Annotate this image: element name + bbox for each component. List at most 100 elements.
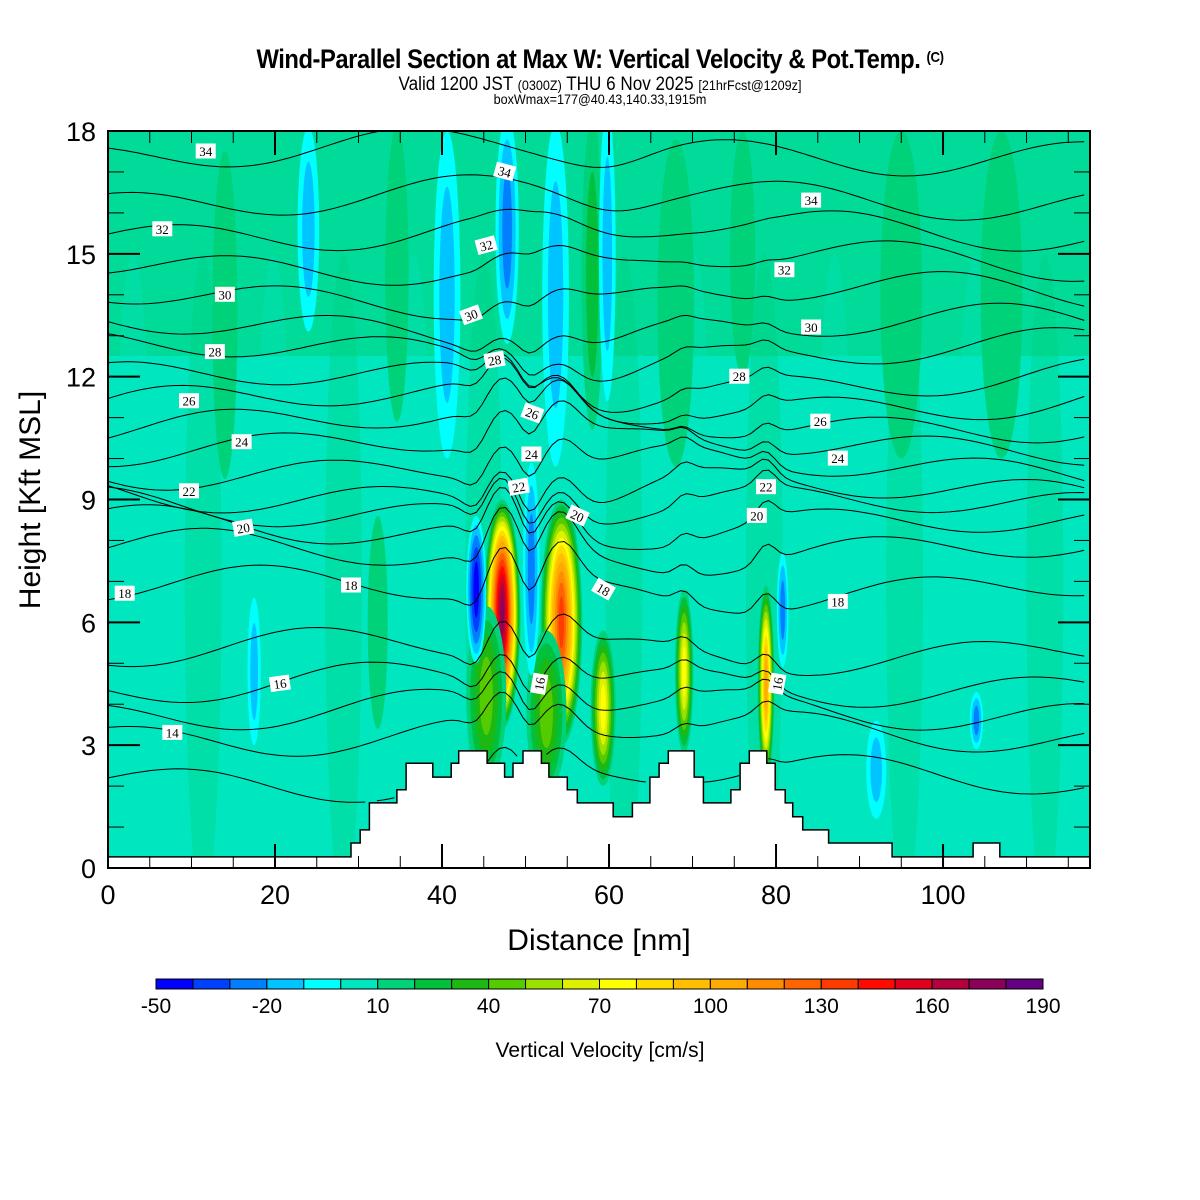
contour-label-text: 24 — [525, 447, 539, 462]
contour-label-box — [179, 483, 199, 499]
forecast-info: [21hrFcst@1209z] — [698, 77, 802, 93]
theta-contour-27 — [108, 353, 1085, 413]
velocity-band — [558, 595, 565, 649]
velocity-feature — [212, 151, 238, 480]
colorbar-bin — [1005, 978, 1044, 990]
y-axis-label: Height [Kft MSL] — [14, 391, 47, 609]
contour-label-text: 26 — [183, 394, 197, 409]
contour-label-box — [591, 577, 616, 601]
y-tick-label: 18 — [66, 117, 96, 147]
contour-label: 26 — [520, 402, 545, 424]
contour-labels: 34 34 34 32 32 32 30 30 30 28 28 28 26 26 26 24 24 24 22 22… — [114, 143, 848, 740]
y-tick-labels: 0 3 6 9 12 15 18 — [66, 117, 96, 884]
colorbar-bin — [414, 978, 453, 990]
colorbar-bin — [525, 978, 564, 990]
theta-contour-18 — [108, 540, 1085, 614]
contour-label: 18 — [114, 585, 135, 601]
theta-contour-14 — [108, 691, 1085, 757]
colorbar-tick-label: 130 — [804, 995, 839, 1018]
velocity-band — [730, 131, 756, 377]
y-tick-label: 6 — [81, 608, 96, 638]
velocity-band — [880, 131, 923, 459]
colorbar-bin — [155, 978, 194, 990]
x-tick-label: 40 — [427, 880, 457, 910]
potential-temperature-contours — [108, 131, 1085, 803]
contour-label-text: 18 — [831, 594, 844, 609]
contour-label-box — [801, 192, 822, 208]
contour-label: 28 — [483, 350, 506, 369]
velocity-band — [682, 645, 687, 697]
colorbar-tick-label: 40 — [477, 995, 500, 1018]
colorbar-bin — [377, 978, 416, 990]
theta-contour-26 — [108, 357, 1085, 425]
contour-label-box — [204, 344, 225, 360]
velocity-band — [439, 186, 455, 403]
contour-label-text: 30 — [463, 306, 480, 325]
contour-label: 26 — [810, 413, 831, 429]
colorbar-bin — [672, 978, 711, 990]
theta-contour-33 — [108, 174, 1085, 221]
contour-label: 34 — [493, 161, 517, 182]
contour-label-text: 22 — [183, 484, 196, 499]
theta-contour-15 — [108, 671, 1085, 731]
velocity-band — [600, 684, 606, 733]
colorbar-tick-label: 100 — [693, 995, 728, 1018]
velocity-band — [479, 656, 493, 736]
contour-label-box — [214, 286, 235, 302]
contour-label: 14 — [162, 724, 183, 740]
contour-label-box — [195, 143, 216, 159]
contour-label-box — [459, 304, 483, 326]
velocity-feature — [433, 131, 461, 459]
contour-label-box — [565, 504, 590, 527]
colorbar-bin — [783, 978, 822, 990]
terrain — [108, 750, 1090, 868]
contour-label-text: 18 — [118, 586, 131, 601]
contour-label-box — [810, 413, 831, 429]
contour-label-text: 30 — [805, 320, 818, 335]
velocity-band — [500, 593, 505, 636]
contour-label-text: 28 — [487, 352, 502, 369]
colorbar-tick-label: -50 — [141, 995, 171, 1018]
theta-contour-24 — [108, 400, 1085, 468]
velocity-band — [602, 156, 613, 352]
velocity-band — [980, 131, 1023, 459]
velocity-band — [367, 515, 388, 729]
velocity-band — [250, 622, 258, 721]
terrain-profile — [108, 750, 1090, 868]
contour-label: 22 — [507, 477, 530, 496]
velocity-band — [539, 676, 554, 749]
colorbar-bin — [820, 978, 859, 990]
x-tick-labels: 0 20 40 60 80 100 — [100, 880, 965, 910]
contour-label-text: 32 — [478, 237, 494, 255]
velocity-feature — [980, 131, 1023, 459]
contour-label-box — [474, 235, 498, 255]
theta-contour-32 — [108, 208, 1085, 252]
velocity-band — [973, 705, 980, 736]
contour-label-text: 20 — [568, 506, 586, 525]
contour-label: 22 — [756, 479, 776, 495]
velocity-feature — [385, 131, 409, 422]
velocity-band — [586, 171, 599, 377]
colorbar-bin — [229, 978, 268, 990]
contour-label: 28 — [204, 344, 225, 360]
theta-contour-20 — [108, 487, 1085, 551]
velocity-band — [657, 139, 695, 467]
theta-contour-23 — [108, 436, 1085, 491]
plot-frame — [107, 130, 1091, 869]
field-streak — [395, 253, 432, 868]
velocity-feature — [657, 139, 695, 467]
x-tick-label: 100 — [921, 880, 966, 910]
velocity-feature — [880, 131, 923, 459]
theta-contour-13 — [108, 746, 1085, 803]
contour-label: 16 — [268, 674, 291, 692]
contour-label-box — [341, 577, 361, 593]
theta-contour-35 — [838, 131, 859, 132]
y-tick-label: 12 — [66, 363, 96, 393]
velocity-feature — [367, 515, 388, 729]
colorbar-bin — [709, 978, 748, 990]
velocity-feature — [866, 720, 887, 819]
velocity-band — [870, 737, 882, 803]
velocity-band — [527, 514, 535, 625]
velocity-feature — [757, 585, 775, 783]
valid-time-prefix: Valid 1200 JST — [398, 74, 513, 95]
